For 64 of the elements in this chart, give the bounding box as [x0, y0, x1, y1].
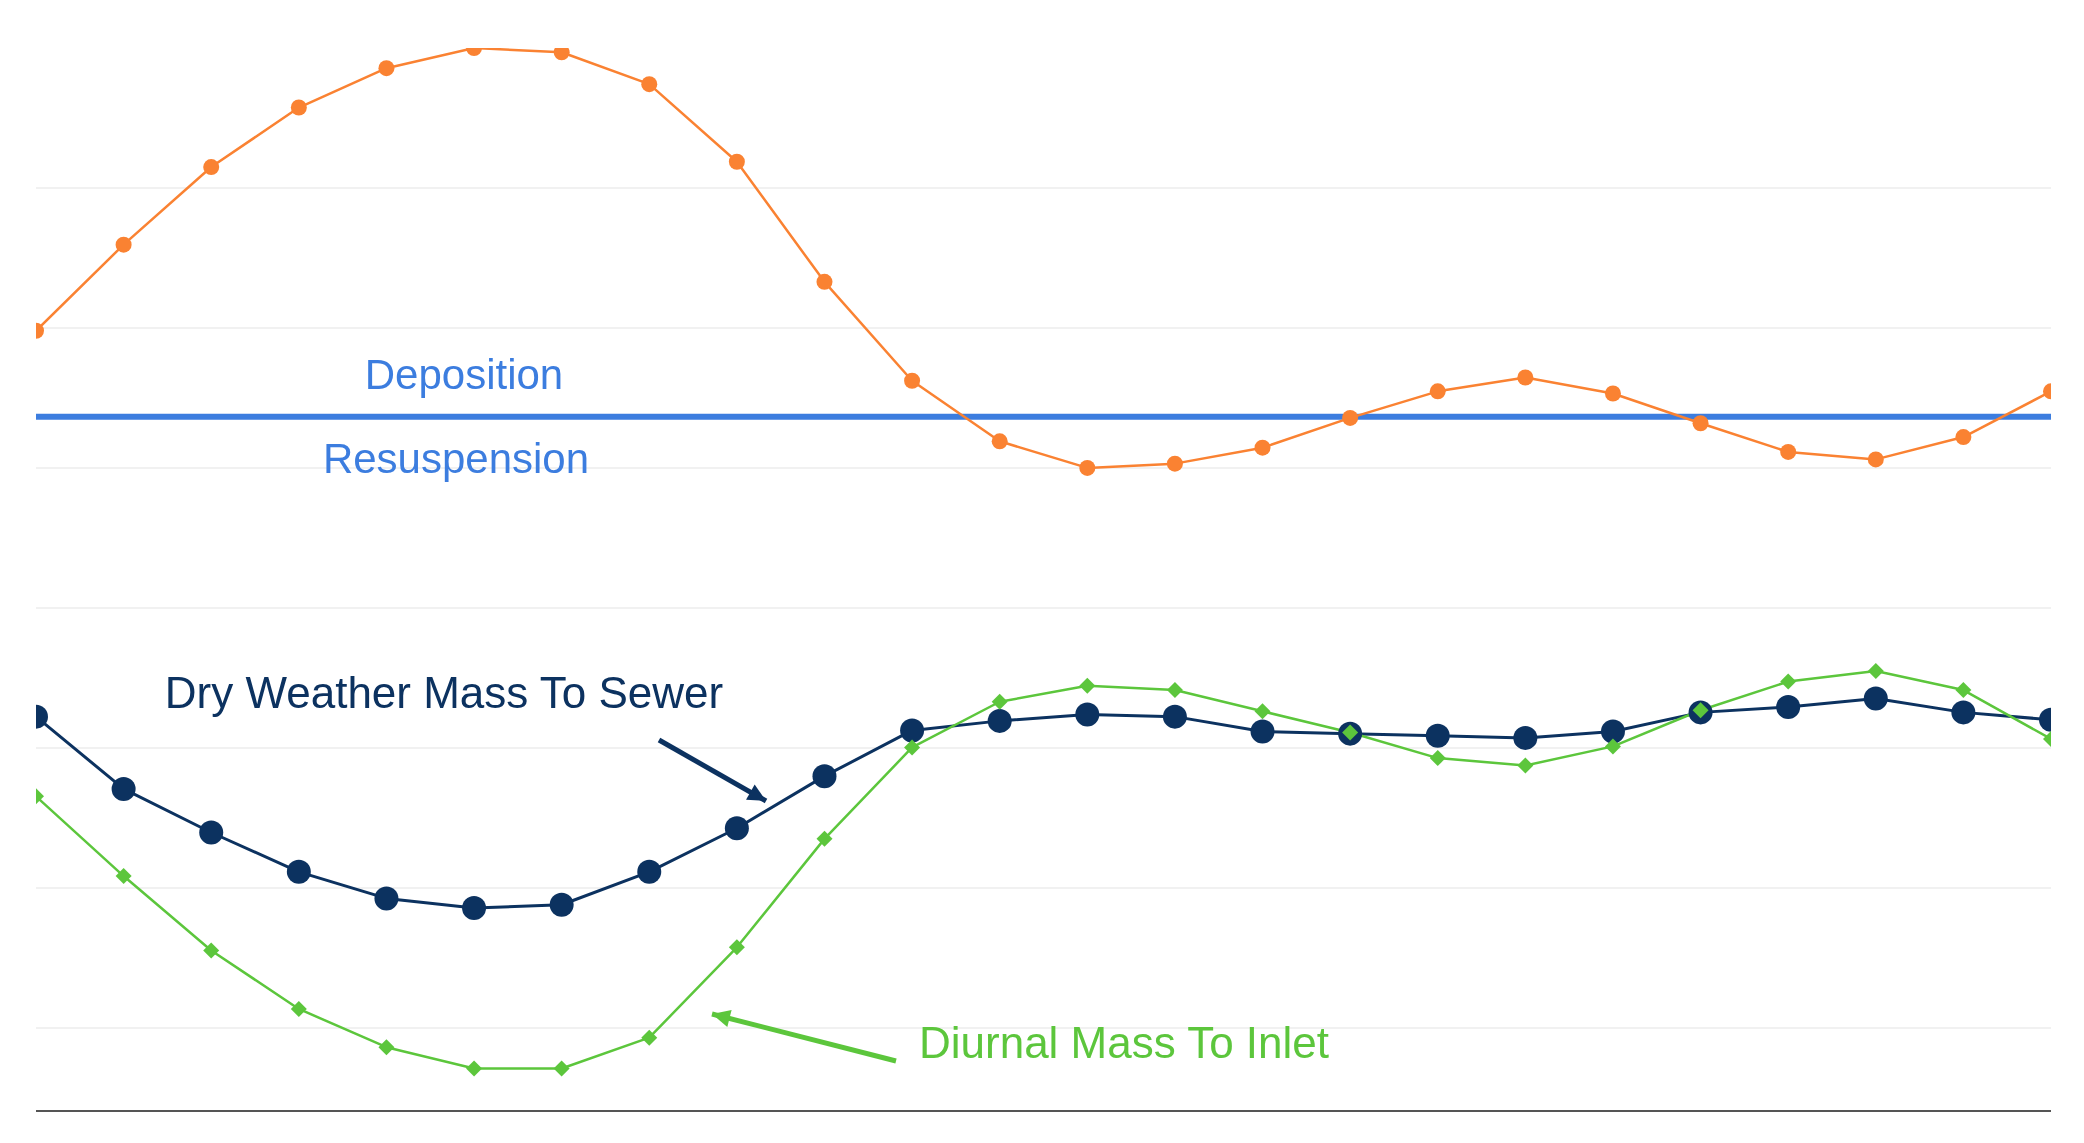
point — [549, 892, 574, 917]
point — [1342, 409, 1359, 426]
annotation: Resuspension — [322, 435, 590, 483]
point — [724, 816, 749, 841]
point — [1867, 662, 1884, 679]
point — [904, 372, 921, 389]
point — [904, 739, 921, 756]
point — [1079, 677, 1096, 694]
point — [199, 820, 224, 845]
point — [286, 859, 311, 884]
point — [1254, 703, 1271, 720]
point — [1079, 459, 1096, 476]
point — [728, 939, 745, 956]
point — [1604, 385, 1621, 402]
point — [1863, 686, 1888, 711]
point — [1250, 719, 1275, 744]
point — [816, 830, 833, 847]
point — [987, 708, 1012, 733]
point — [1166, 455, 1183, 472]
legend-label: Diurnal Mass To Inlet — [918, 1018, 1330, 1067]
point — [1429, 383, 1446, 400]
point — [1776, 695, 1801, 720]
point — [378, 1039, 395, 1056]
point — [1600, 719, 1625, 744]
point — [1513, 725, 1538, 750]
point — [1951, 700, 1976, 725]
point — [1955, 682, 1972, 699]
point — [1692, 415, 1709, 432]
point — [290, 1000, 307, 1017]
point — [900, 718, 925, 743]
point — [203, 942, 220, 959]
point — [1075, 702, 1100, 727]
point — [728, 153, 745, 170]
point — [1867, 451, 1884, 468]
point — [1166, 682, 1183, 699]
point — [641, 76, 658, 93]
point — [378, 60, 395, 77]
annotation: Deposition — [364, 351, 564, 399]
point — [1429, 750, 1446, 767]
point — [812, 764, 837, 789]
point — [462, 895, 487, 920]
point — [1254, 439, 1271, 456]
point — [1780, 443, 1797, 460]
point — [641, 1029, 658, 1046]
point — [1517, 757, 1534, 774]
point — [466, 1060, 483, 1077]
point — [553, 1060, 570, 1077]
point — [1162, 704, 1187, 729]
point — [991, 433, 1008, 450]
point — [1517, 369, 1534, 386]
point — [637, 859, 662, 884]
point — [111, 776, 136, 801]
point — [115, 868, 132, 885]
point — [1425, 723, 1450, 748]
point — [203, 159, 220, 176]
point — [991, 693, 1008, 710]
point — [115, 236, 132, 253]
point — [816, 273, 833, 290]
point — [1780, 673, 1797, 690]
point — [290, 99, 307, 116]
point — [1955, 429, 1972, 446]
series-label: Dry Weather Mass To Sewer — [164, 668, 724, 717]
point — [1604, 738, 1621, 755]
point — [374, 886, 399, 911]
